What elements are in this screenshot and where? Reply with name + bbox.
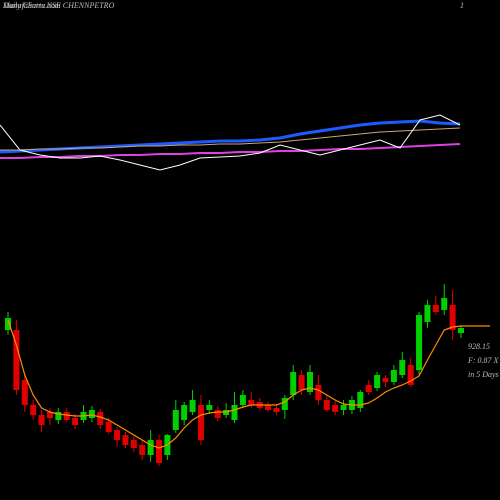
candle-body <box>72 418 79 425</box>
candle-body <box>13 330 20 390</box>
candle-body <box>374 375 381 388</box>
indicator-line <box>0 127 461 151</box>
candle-body <box>5 318 11 330</box>
annotation: 928.15 <box>468 342 490 351</box>
chart-title: Daily Charts NSE CHENNPETRO <box>2 1 115 10</box>
candle-body <box>55 412 62 420</box>
annotation: F: 0.87 X <box>467 356 500 365</box>
annotation: in 5 Days <box>468 370 499 379</box>
candle-body <box>315 385 322 400</box>
moving-average <box>7 319 462 449</box>
candle-body <box>239 395 246 405</box>
candle-body <box>441 298 448 310</box>
candle-body <box>130 440 137 448</box>
candle-body <box>298 375 305 390</box>
candle-body <box>63 412 70 420</box>
candle-body <box>206 405 213 410</box>
candle-body <box>156 440 162 463</box>
candle-body <box>97 412 104 425</box>
candle-body <box>248 400 255 405</box>
site: MunafaSutra.com <box>2 1 61 10</box>
candle-body <box>139 445 146 455</box>
candle-body <box>323 400 330 410</box>
candle-body <box>122 435 129 445</box>
candle-body <box>307 372 313 392</box>
candle-body <box>189 400 196 412</box>
candle-body <box>273 408 280 412</box>
candle-body <box>181 405 188 420</box>
candle-body <box>231 405 238 420</box>
candle-body <box>30 405 37 415</box>
indicator-line <box>0 143 461 159</box>
candle-body <box>290 372 297 395</box>
candle-body <box>147 440 154 455</box>
candle-body <box>449 305 456 330</box>
candle-body <box>114 430 121 440</box>
candle-body <box>357 392 364 408</box>
indicator-line <box>0 114 461 171</box>
candle-body <box>382 378 389 382</box>
candle-body <box>46 412 53 418</box>
candle-body <box>332 405 339 412</box>
candle-body <box>424 305 431 322</box>
candle-body <box>21 380 28 405</box>
candle-body <box>399 360 406 375</box>
corner-label: 1 <box>460 1 464 10</box>
candle-body <box>197 405 204 440</box>
candle-body <box>340 405 347 410</box>
candle-body <box>88 410 95 418</box>
candle-body <box>105 422 112 432</box>
candle-body <box>458 328 464 333</box>
candle-body <box>390 370 397 382</box>
candle-body <box>38 415 45 425</box>
candle-body <box>432 305 439 312</box>
candle-body <box>365 385 372 392</box>
candle-body <box>265 405 272 410</box>
candle-body <box>214 410 221 418</box>
candle-body <box>416 315 423 370</box>
candle-body <box>281 398 288 410</box>
candle-body <box>407 365 414 385</box>
candle-body <box>172 410 179 430</box>
